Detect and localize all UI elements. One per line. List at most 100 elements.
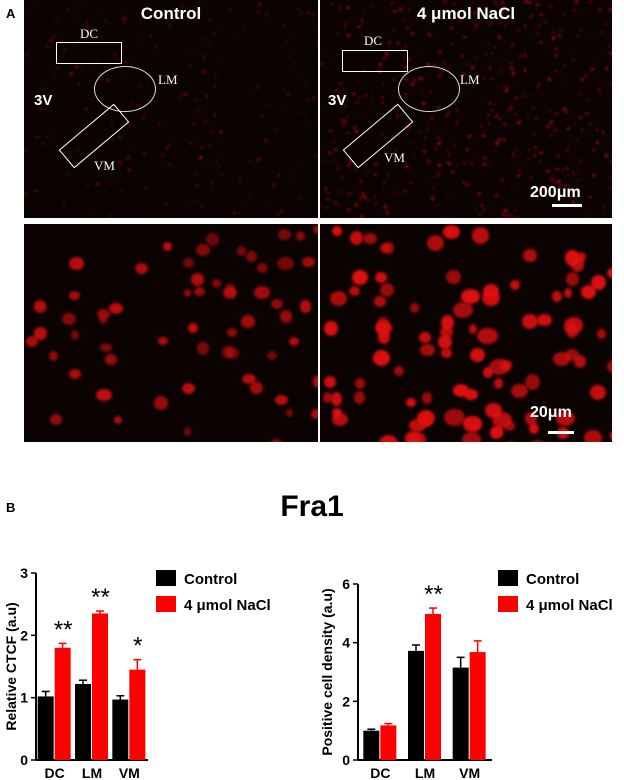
cell-stain [398,194,400,197]
cell-stain [591,68,594,71]
cell-stain [347,168,349,171]
cell-stain [263,139,267,142]
cell-stain [346,6,349,9]
cell-stain [511,165,513,167]
cell-stain [524,50,526,52]
cell-stain [219,130,222,133]
cell-stain [228,7,231,10]
cell-stain [402,56,405,59]
cell-stain [498,114,500,116]
cell-stain [248,177,250,179]
cell-stain [594,115,597,118]
cell-stain [257,262,269,274]
cell-stain [379,435,399,442]
cell-stain [498,105,501,108]
cell-stain [151,207,154,209]
legend-label: Control [526,571,579,588]
cell-stain [497,35,502,39]
cell-stain [504,24,506,26]
cell-stain [202,37,204,40]
cell-stain [508,108,511,111]
cell-stain [493,1,497,4]
cell-stain [421,392,432,404]
cell-stain [571,75,574,77]
cell-stain [549,134,553,138]
cell-stain [188,322,198,334]
cell-stain [510,63,513,66]
bar [37,696,54,760]
cell-stain [354,391,366,405]
cell-stain [387,40,391,44]
cell-stain [482,38,484,40]
cell-stain [609,52,612,56]
cell-stain [183,427,191,436]
cell-stain [36,135,39,138]
cell-stain [347,34,351,37]
cell-stain [250,137,252,139]
cell-stain [482,157,486,160]
cell-stain [99,314,108,325]
cell-stain [145,186,148,189]
cell-stain [289,55,292,58]
cell-stain [486,160,489,162]
cell-stain [183,288,191,297]
cell-stain [428,121,431,124]
significance-marker: ** [424,581,443,608]
cell-stain [482,208,485,211]
cell-stain [527,116,529,119]
cell-stain [603,148,605,150]
cell-stain [197,342,210,355]
cell-stain [305,84,307,86]
cell-stain [302,257,315,267]
cell-stain [482,76,485,80]
cell-stain [263,14,265,16]
cell-stain [372,129,374,131]
cell-stain [430,164,433,166]
cell-stain [455,121,458,124]
cell-stain [67,8,70,10]
cell-stain [537,313,552,326]
cell-stain [84,109,87,112]
cell-stain [488,42,490,44]
cell-stain [96,183,99,186]
y-tick-label: 4 [342,635,350,651]
cell-stain [442,224,461,240]
cell-stain [462,181,466,184]
micrograph-control-low: Control 3V DC LM VM [24,0,318,218]
bar [469,652,486,760]
cell-stain [99,342,112,352]
cell-stain [370,197,372,199]
cell-stain [510,105,513,108]
cell-stain [377,12,379,14]
cell-stain [354,130,358,134]
bar [92,613,108,760]
cell-stain [403,66,407,69]
cell-stain [34,326,47,341]
cell-stain [555,54,558,57]
cell-stain [446,196,448,199]
cell-stain [367,63,369,65]
cell-stain [486,113,490,117]
cell-stain [471,162,473,165]
cell-stain [437,334,453,349]
cell-stain [359,199,361,202]
cell-stain [494,208,496,210]
cell-stain [343,81,345,83]
cell-stain [294,71,296,74]
cell-stain [564,184,567,187]
cell-stain [181,383,195,395]
cell-stain [211,186,213,188]
cell-stain [60,79,62,81]
cell-stain [209,144,211,146]
cell-stain [219,143,221,145]
cell-stain [62,313,77,325]
cell-stain [503,138,506,141]
cell-stain [574,0,578,3]
cell-stain [288,336,300,347]
cell-stain [501,179,504,182]
cell-stain [24,191,27,194]
y-tick-label: 1 [20,690,28,706]
cell-stain [374,202,377,205]
cell-stain [517,216,520,218]
cell-stain [358,209,361,211]
